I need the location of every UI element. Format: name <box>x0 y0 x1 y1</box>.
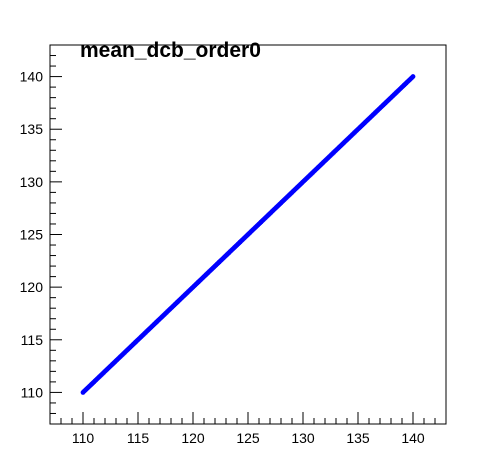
y-axis: 110 115 120 125 130 135 140 <box>20 44 62 425</box>
x-tick-label: 120 <box>181 430 205 446</box>
y-tick-label: 115 <box>21 332 44 348</box>
y-tick-label: 125 <box>20 227 44 243</box>
y-tick-label: 135 <box>20 121 44 137</box>
chart-title: mean_dcb_order0 <box>80 39 261 62</box>
x-tick-label: 125 <box>236 430 260 446</box>
x-tick-label: 135 <box>346 430 370 446</box>
x-axis: 110 115 120 125 130 135 140 <box>49 412 447 446</box>
data-point <box>410 74 416 79</box>
y-tick-label: 130 <box>20 174 44 190</box>
x-tick-label: 115 <box>127 430 150 446</box>
y-tick-label: 120 <box>20 279 44 295</box>
y-tick-label: 110 <box>21 384 44 400</box>
x-tick-label: 110 <box>72 430 95 446</box>
data-series <box>80 74 416 395</box>
x-tick-label: 130 <box>291 430 315 446</box>
x-tick-label: 140 <box>401 430 425 446</box>
y-tick-label: 140 <box>20 69 44 85</box>
